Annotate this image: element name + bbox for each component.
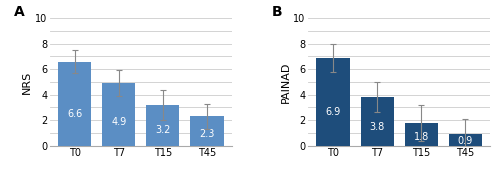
Y-axis label: PAINAD: PAINAD [280, 61, 290, 103]
Bar [360, 97, 394, 146]
Bar [404, 123, 438, 146]
Bar [58, 62, 92, 146]
Text: 6.6: 6.6 [67, 109, 82, 119]
Text: 6.9: 6.9 [326, 107, 340, 117]
Bar [102, 83, 136, 146]
Bar [448, 134, 482, 146]
Text: B: B [272, 5, 282, 19]
Text: A: A [14, 5, 24, 19]
Bar [190, 116, 224, 146]
Text: 3.8: 3.8 [370, 122, 384, 132]
Y-axis label: NRS: NRS [22, 70, 32, 94]
Text: 0.9: 0.9 [458, 136, 473, 146]
Bar [146, 105, 180, 146]
Text: 3.2: 3.2 [156, 125, 170, 135]
Text: 2.3: 2.3 [200, 129, 214, 139]
Bar [316, 58, 350, 146]
Text: 1.8: 1.8 [414, 132, 429, 142]
Text: 4.9: 4.9 [111, 117, 126, 127]
